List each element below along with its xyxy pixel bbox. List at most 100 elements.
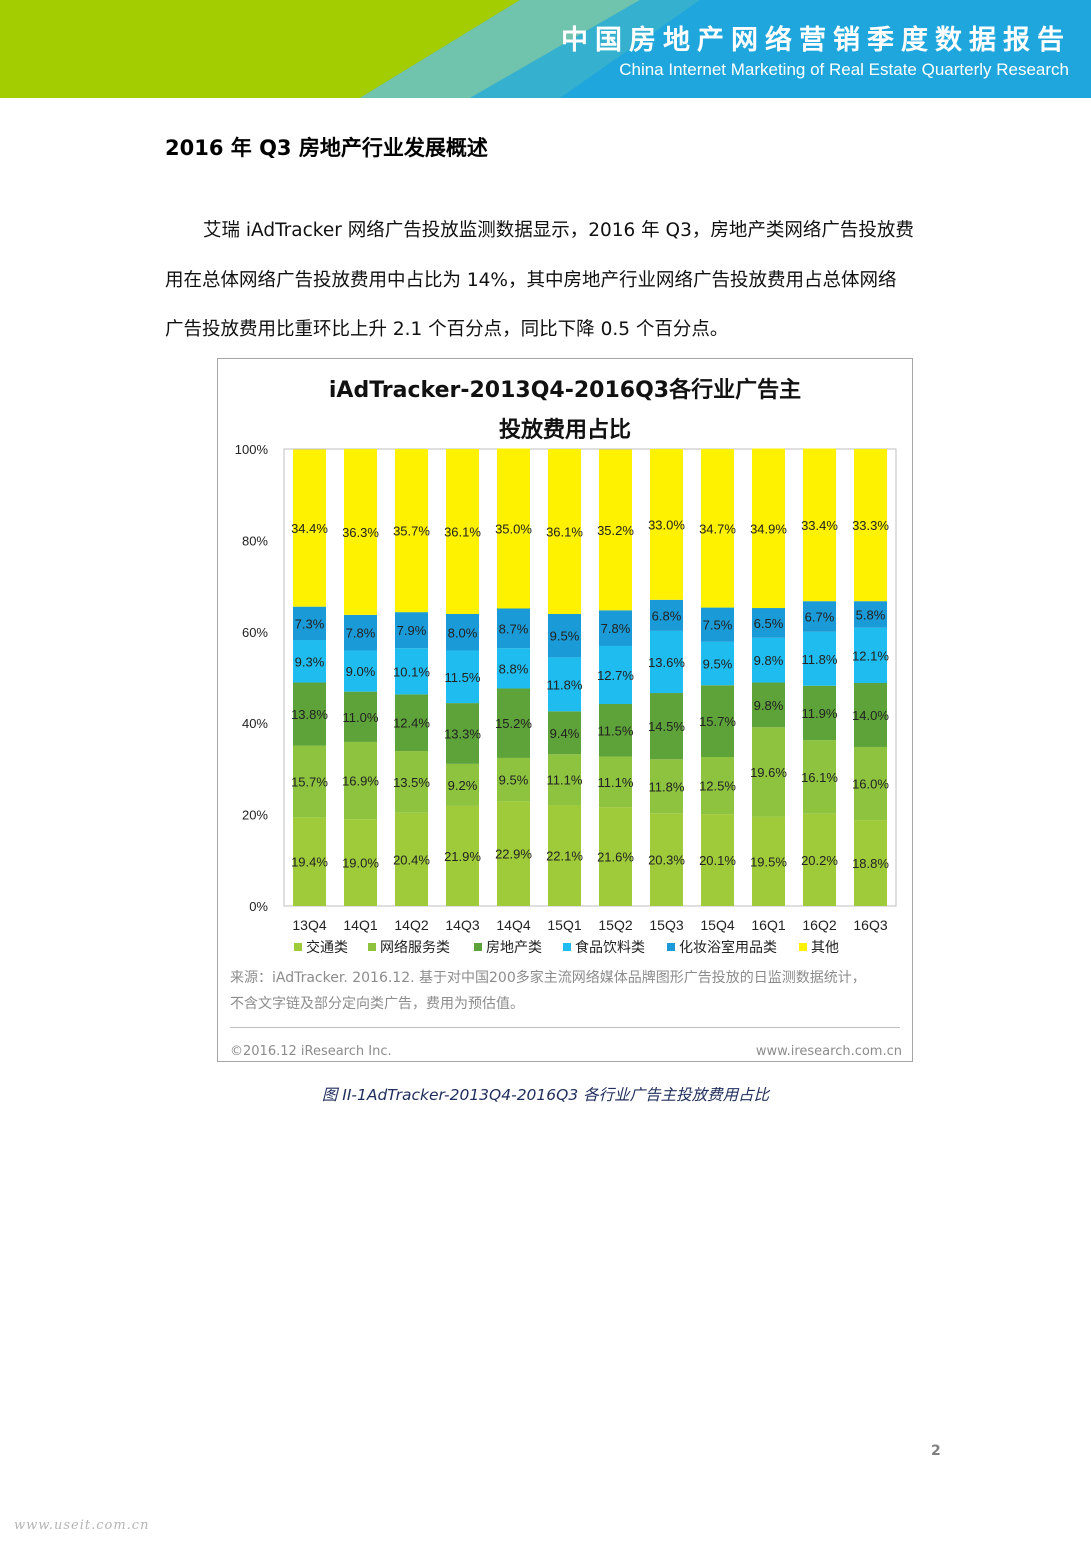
data-label: 14.0% — [852, 708, 889, 723]
x-tick-label: 15Q3 — [649, 917, 683, 933]
x-tick-label: 16Q1 — [751, 917, 785, 933]
data-label: 9.2% — [448, 778, 478, 793]
bar-segment — [293, 682, 326, 746]
paragraph-line-1-text: 艾瑞 iAdTracker 网络广告投放监测数据显示，2016 年 Q3，房地产… — [203, 220, 914, 241]
bar-segment — [752, 816, 785, 906]
data-label: 34.4% — [291, 521, 328, 536]
bar-segment — [446, 650, 479, 704]
data-label: 9.5% — [703, 657, 733, 672]
bar-segment — [293, 449, 326, 607]
bar-segment — [650, 759, 683, 814]
bar-segment — [446, 449, 479, 614]
bar-segment — [497, 608, 530, 649]
data-label: 7.8% — [346, 626, 376, 641]
chart-footer-divider — [230, 1027, 900, 1028]
bar-segment — [803, 685, 836, 741]
data-label: 13.5% — [393, 775, 430, 790]
bar-segment — [293, 817, 326, 906]
banner-title: 中国房地产网络营销季度数据报告 — [561, 25, 1071, 56]
data-label: 8.0% — [448, 625, 478, 640]
y-tick-label: 0% — [249, 899, 268, 914]
data-label: 33.4% — [801, 518, 838, 533]
figure-caption: 图 II-1AdTracker-2013Q4-2016Q3 各行业广告主投放费用… — [321, 1086, 770, 1104]
plot-area-border — [283, 448, 897, 907]
bar-segment — [650, 813, 683, 906]
bar-segment — [752, 448, 785, 609]
bar-segment — [395, 449, 428, 613]
data-label: 8.7% — [499, 621, 529, 636]
bar-segment — [395, 812, 428, 906]
legend-label: 食品饮料类 — [575, 939, 645, 956]
bar-segment — [701, 814, 734, 906]
x-tick-label: 15Q4 — [700, 917, 734, 933]
data-label: 20.4% — [393, 852, 430, 867]
bar-segment — [701, 757, 734, 815]
data-label: 34.7% — [699, 521, 736, 536]
y-tick-label: 60% — [242, 625, 268, 640]
bar-segment — [497, 757, 530, 802]
bar-segment — [548, 657, 581, 712]
legend-swatch — [474, 943, 482, 951]
data-label: 19.5% — [750, 854, 787, 869]
data-label: 11.1% — [598, 775, 634, 790]
bar-segment — [548, 613, 581, 658]
bar-segment — [395, 612, 428, 649]
data-label: 11.9% — [802, 706, 838, 721]
data-label: 11.1% — [547, 773, 583, 788]
paragraph-line-3: 广告投放费用比重环比上升 2.1 个百分点，同比下降 0.5 个百分点。 — [165, 319, 729, 340]
legend-swatch — [799, 943, 807, 951]
data-label: 36.1% — [444, 524, 481, 539]
data-label: 9.4% — [550, 726, 580, 741]
bar-segment — [446, 703, 479, 764]
x-tick-label: 14Q2 — [394, 917, 428, 933]
bar-segment — [854, 820, 887, 906]
x-tick-label: 14Q4 — [496, 917, 530, 933]
data-label: 13.8% — [291, 707, 328, 722]
chart-source-line-1: 来源：iAdTracker. 2016.12. 基于对中国200多家主流网络媒体… — [230, 970, 866, 986]
bar-segment — [293, 745, 326, 818]
y-tick-label: 80% — [242, 533, 268, 548]
section-title: 2016 年 Q3 房地产行业发展概述 — [165, 136, 488, 160]
data-label: 16.1% — [801, 770, 838, 785]
legend-label: 化妆浴室用品类 — [679, 939, 777, 956]
bar-segment — [395, 751, 428, 813]
bar-segment — [803, 740, 836, 814]
data-label: 15.2% — [495, 716, 532, 731]
chart-source-line-2: 不含文字链及部分定向类广告，费用为预估值。 — [230, 996, 524, 1012]
bar-segment — [701, 685, 734, 758]
legend-label: 房地产类 — [486, 940, 542, 956]
bar-segment — [650, 693, 683, 760]
bar-segment — [344, 614, 377, 651]
header-banner: 中国房地产网络营销季度数据报告 China Internet Marketing… — [0, 0, 1091, 98]
data-label: 11.8% — [649, 779, 685, 794]
bar-segment — [497, 801, 530, 906]
data-label: 18.8% — [852, 856, 889, 871]
bar-segment — [548, 449, 581, 614]
x-tick-label: 14Q3 — [445, 917, 479, 933]
data-label: 9.0% — [346, 664, 376, 679]
x-tick-label: 16Q2 — [802, 917, 836, 933]
bar-segment — [803, 448, 836, 602]
data-label: 35.7% — [393, 524, 430, 539]
y-tick-label: 40% — [242, 716, 268, 731]
data-label: 9.3% — [295, 654, 325, 669]
bar-segment — [344, 650, 377, 692]
watermark: www.useit.com.cn — [14, 1518, 150, 1533]
bar-segment — [701, 607, 734, 642]
bar-segment — [548, 711, 581, 755]
bar-segment — [497, 648, 530, 689]
bar-segment — [395, 648, 428, 695]
y-tick-label: 100% — [235, 442, 269, 457]
data-label: 12.1% — [852, 648, 889, 663]
data-label: 21.9% — [444, 849, 481, 864]
bar-segment — [599, 610, 632, 646]
chart-title: iAdTracker-2013Q4-2016Q3各行业广告主 投放费用占比 — [218, 371, 912, 451]
bar-segment — [293, 606, 326, 641]
bar-segment — [497, 448, 530, 609]
data-label: 9.8% — [754, 698, 784, 713]
chart-figure: 0% 20% 40% 60% 80% 100% 19.4% 15.7% 13.8% 9.3% 7.3… — [217, 358, 913, 1062]
bar-segment — [599, 449, 632, 611]
data-label: 19.6% — [750, 765, 787, 780]
x-tick-label: 15Q1 — [547, 917, 581, 933]
data-label: 20.1% — [699, 853, 736, 868]
